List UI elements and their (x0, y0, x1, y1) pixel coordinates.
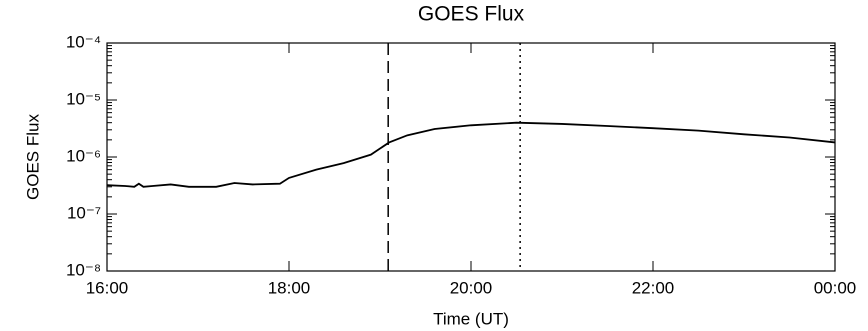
chart-title: GOES Flux (418, 3, 525, 26)
y-tick-label: 10⁻⁷ (67, 203, 101, 222)
x-tick-label: 00:00 (814, 278, 857, 297)
flux-line (106, 121, 836, 188)
x-tick-label: 20:00 (450, 278, 493, 297)
y-tick-label: 10⁻⁵ (66, 89, 101, 108)
y-axis-label: GOES Flux (23, 114, 42, 200)
x-tick-label: 16:00 (86, 278, 129, 297)
plot-frame (106, 42, 836, 272)
x-axis-label: Time (UT) (433, 309, 509, 328)
y-tick-label: 10⁻⁶ (66, 146, 101, 165)
x-tick-label: 18:00 (268, 278, 311, 297)
y-tick-label: 10⁻⁸ (66, 260, 101, 279)
y-tick-label: 10⁻⁴ (66, 32, 101, 51)
x-tick-label: 22:00 (632, 278, 675, 297)
